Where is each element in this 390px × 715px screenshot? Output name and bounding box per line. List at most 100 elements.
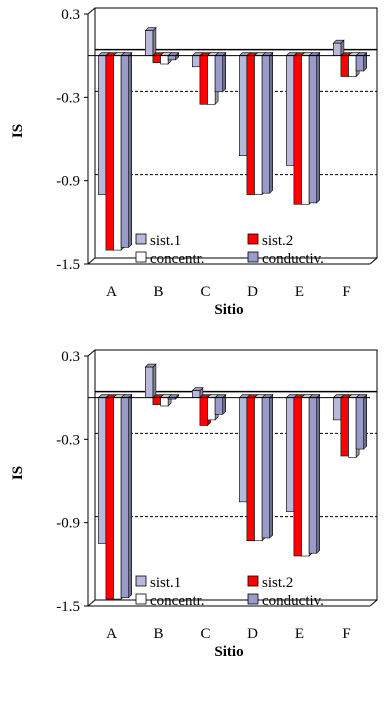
bar-conductiv-A bbox=[120, 393, 133, 599]
x-axis-title: Sitio bbox=[214, 644, 243, 660]
bar-front bbox=[199, 397, 208, 426]
bar-front bbox=[332, 397, 342, 421]
bar-conductiv-C bbox=[214, 393, 227, 416]
bar-front bbox=[355, 55, 365, 72]
frame-depth-line bbox=[87, 349, 96, 357]
bar-side bbox=[128, 51, 132, 249]
bar-conductiv-C bbox=[214, 51, 227, 93]
bar-front bbox=[340, 397, 349, 457]
bar-front bbox=[214, 55, 224, 93]
bar-front bbox=[293, 397, 302, 557]
bar-front bbox=[105, 397, 114, 600]
bar-side bbox=[269, 393, 274, 539]
bar-conductiv-F bbox=[355, 51, 368, 72]
y-tick-label: 0.3 bbox=[61, 349, 80, 365]
y-tick-label: 0.3 bbox=[61, 7, 80, 23]
bar-front bbox=[308, 397, 318, 554]
legend-label-sist1: sist.1 bbox=[150, 233, 181, 249]
y-tick-label: -0.3 bbox=[56, 90, 80, 106]
legend-label-concentr: concentr. bbox=[150, 593, 205, 609]
bar-front bbox=[105, 55, 114, 251]
bar-front bbox=[285, 397, 295, 512]
frame-depth-line bbox=[369, 257, 378, 265]
bar-conductiv-D bbox=[261, 51, 274, 194]
bar-front bbox=[301, 55, 310, 205]
chart-top-svg: 0.3 -0.3 -0.9 -1.5 A B C D E F Sitio IS sist.1 sist.2… bbox=[10, 7, 378, 318]
frame-depth-line bbox=[369, 599, 378, 607]
bar-side bbox=[152, 26, 157, 57]
legend-swatch-concentr bbox=[135, 251, 147, 263]
x-tick-label: B bbox=[153, 626, 163, 642]
bar-front bbox=[113, 397, 122, 600]
bar-sist1-B bbox=[144, 26, 157, 57]
bar-side bbox=[222, 51, 226, 93]
bar-front bbox=[355, 397, 365, 450]
legend-swatch-sist2 bbox=[247, 233, 259, 245]
bar-front bbox=[254, 397, 263, 542]
legend-swatch-sist1 bbox=[135, 233, 147, 245]
x-tick-label: E bbox=[295, 284, 304, 300]
bar-front bbox=[239, 397, 248, 503]
plot-back-wall bbox=[94, 349, 378, 601]
bar-conductiv-F bbox=[355, 393, 368, 450]
bar-side bbox=[128, 393, 132, 599]
bar-front bbox=[152, 55, 161, 63]
frame-depth-line bbox=[87, 599, 96, 607]
bar-front bbox=[261, 55, 271, 194]
x-tick-label: D bbox=[247, 284, 258, 300]
bar-front bbox=[120, 55, 129, 248]
bar-front bbox=[98, 397, 107, 544]
y-axis-title: IS bbox=[10, 466, 26, 480]
bar-side bbox=[316, 393, 321, 554]
bar-front bbox=[199, 55, 208, 105]
chart-top: 0.3 -0.3 -0.9 -1.5 A B C D E F Sitio IS sist.1 sist.2… bbox=[0, 0, 390, 345]
bar-conductiv-B bbox=[167, 51, 180, 61]
bar-front bbox=[261, 397, 271, 539]
y-tick-label: -1.5 bbox=[56, 599, 80, 615]
legend-swatch-conductiv bbox=[247, 251, 259, 263]
bar-conductiv-D bbox=[261, 393, 274, 539]
bar-front bbox=[167, 55, 177, 61]
legend-swatch-sist2 bbox=[247, 575, 259, 587]
bar-front bbox=[348, 397, 357, 458]
x-tick-label: C bbox=[200, 626, 210, 642]
x-tick-label: A bbox=[106, 284, 117, 300]
x-tick-label: F bbox=[342, 284, 350, 300]
bar-front bbox=[308, 55, 318, 204]
bar-conductiv-A bbox=[120, 51, 133, 249]
bar-side bbox=[316, 51, 321, 204]
y-tick-label: -1.5 bbox=[56, 257, 80, 273]
bar-front bbox=[246, 397, 255, 542]
legend-swatch-conductiv bbox=[247, 593, 259, 605]
legend-label-sist2: sist.2 bbox=[262, 575, 293, 591]
bar-front bbox=[152, 397, 161, 405]
bar-front bbox=[340, 55, 349, 77]
bar-front bbox=[293, 55, 302, 205]
y-tick-label: -0.9 bbox=[56, 516, 80, 532]
bar-sist1-F bbox=[332, 39, 345, 57]
bar-conductiv-E bbox=[308, 393, 321, 554]
bar-front bbox=[207, 397, 216, 421]
frame-depth-line bbox=[87, 257, 96, 265]
legend-swatch-concentr bbox=[135, 593, 147, 605]
x-axis-title: Sitio bbox=[214, 302, 243, 318]
y-tick-label: -0.9 bbox=[56, 174, 80, 190]
bar-conductiv-E bbox=[308, 51, 321, 204]
y-tick-label: -0.3 bbox=[56, 432, 80, 448]
legend-label-sist1: sist.1 bbox=[150, 575, 181, 591]
bar-front bbox=[348, 55, 357, 77]
bar-front bbox=[246, 55, 255, 195]
bar-front bbox=[285, 55, 295, 166]
bar-front bbox=[160, 55, 169, 65]
bar-front bbox=[301, 397, 310, 557]
bar-sist1-B bbox=[144, 363, 157, 399]
chart-bottom-svg: 0.3 -0.3 -0.9 -1.5 A B C D E F Sitio IS sist.1 sist.2… bbox=[10, 349, 378, 660]
bar-front bbox=[207, 55, 216, 105]
bar-front bbox=[192, 55, 201, 68]
bar-front bbox=[120, 397, 129, 598]
bar-side bbox=[152, 363, 157, 399]
x-tick-label: B bbox=[153, 284, 163, 300]
bar-front bbox=[113, 55, 122, 251]
legend-label-conductiv: conductiv. bbox=[262, 593, 324, 609]
bar-front bbox=[160, 397, 169, 407]
